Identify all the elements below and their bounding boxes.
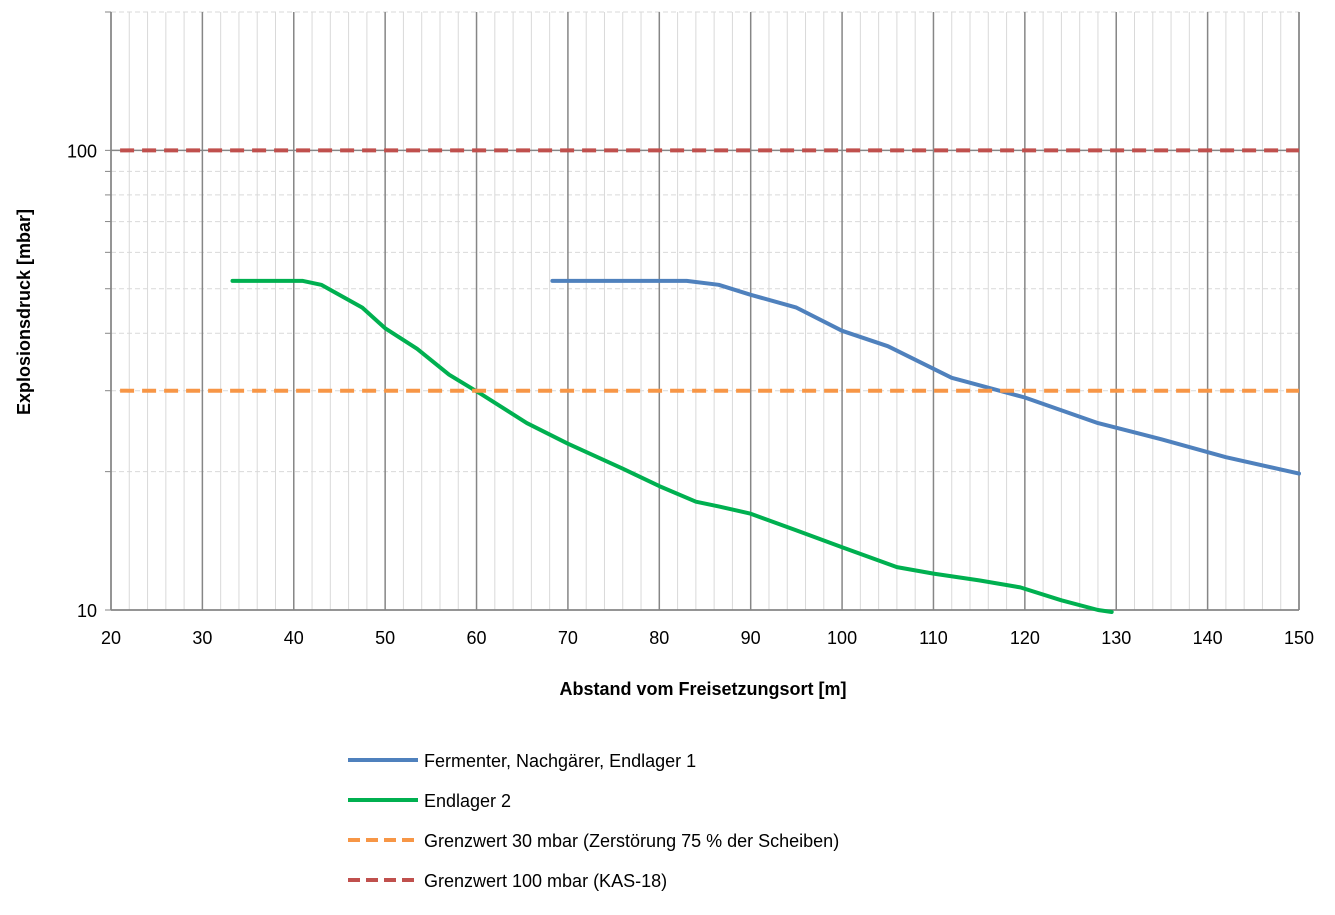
x-tick-label: 70: [558, 628, 578, 648]
x-tick-label: 30: [192, 628, 212, 648]
x-axis-title: Abstand vom Freisetzungsort [m]: [559, 679, 846, 699]
series-line-1: [550, 278, 1301, 476]
x-tick-label: 140: [1193, 628, 1223, 648]
x-tick-label: 110: [919, 628, 948, 648]
x-tick-label: 130: [1101, 628, 1131, 648]
legend-label-3: Grenzwert 30 mbar (Zerstörung 75 % der S…: [424, 831, 839, 851]
series-line-2: [230, 278, 1114, 614]
tick-labels: 20 30 40 50 60 70 80 90 100 110 120 130 140 150 10 100: [67, 141, 1314, 648]
series-layer: [120, 148, 1301, 614]
y-tick-label: 100: [67, 141, 97, 161]
x-tick-label: 80: [649, 628, 669, 648]
x-tick-label: 40: [284, 628, 304, 648]
x-tick-label: 50: [375, 628, 395, 648]
grid-layer: [105, 11, 1300, 611]
legend: Fermenter, Nachgärer, Endlager 1 Endlager…: [348, 751, 839, 891]
x-tick-label: 90: [741, 628, 761, 648]
x-tick-label: 120: [1010, 628, 1040, 648]
y-tick-label: 10: [77, 601, 97, 621]
y-axis-title: Explosionsdruck [mbar]: [14, 209, 34, 415]
legend-label-4: Grenzwert 100 mbar (KAS-18): [424, 871, 667, 891]
x-tick-label: 20: [101, 628, 121, 648]
x-tick-label: 100: [827, 628, 857, 648]
x-tick-label: 60: [467, 628, 487, 648]
legend-label-2: Endlager 2: [424, 791, 511, 811]
x-tick-label: 150: [1284, 628, 1314, 648]
legend-label-1: Fermenter, Nachgärer, Endlager 1: [424, 751, 696, 771]
